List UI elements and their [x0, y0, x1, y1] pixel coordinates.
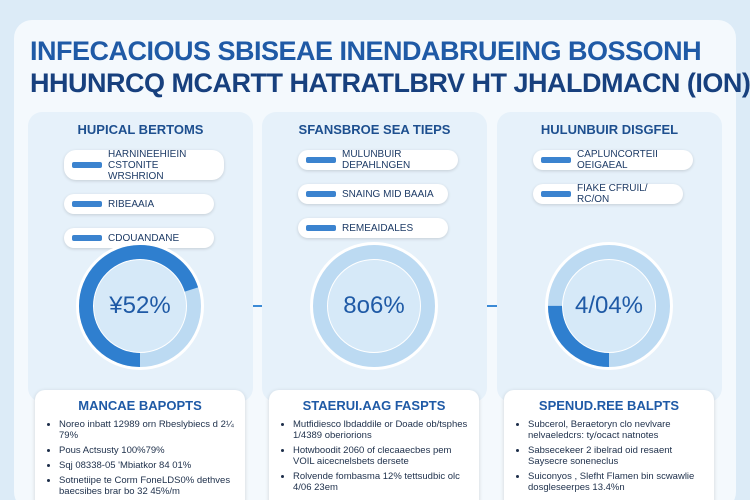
bullet-list: Mutfidiesco lbdaddile or Doade ob/tsphes…: [269, 419, 479, 493]
bullet: Sabsecekeer 2 ibelrad oid resaent Saysec…: [528, 445, 706, 467]
center-value: 4/04%: [574, 292, 644, 319]
center-value: 8o6%: [343, 292, 405, 319]
bullet: Mutfidiesco lbdaddile or Doade ob/tsphes…: [293, 419, 471, 441]
title: HHUNRCQ MCARTT HATRATLBRV HT JHALDMACN (…: [30, 68, 750, 98]
pill-text: HARNINEEHIEIN CSTONITE WRSHRION: [108, 148, 187, 182]
pill-bar: [72, 201, 102, 207]
pill-bar: [72, 235, 102, 241]
bullet: Sotnetiipe te Corm FoneLDS0% dethves bae…: [59, 475, 237, 497]
pill-bar: [306, 191, 336, 197]
pill-text: CDOUANDANE: [108, 232, 180, 244]
ring: [548, 245, 670, 367]
info-pill: CAPLUNCORTEII OEIGAEAL: [533, 149, 693, 171]
card-title: MANCAE BAPOPTS: [78, 398, 202, 413]
pill-text: RIBEAAIA: [108, 198, 155, 210]
facts-card: MANCAE BAPOPTS Noreo inbatt 12989 orn Rbe…: [35, 390, 245, 500]
pill-text: REMEAIDALES: [342, 222, 414, 234]
ring: [563, 260, 655, 352]
card-title: STAERUI.AAG FASPTS: [302, 398, 446, 413]
donut: [545, 242, 673, 370]
bullet-list: Noreo inbatt 12989 orn Rbeslybiecs d 2¼ …: [35, 419, 245, 497]
ring: [313, 245, 435, 367]
bullet: Suiconyos , Slefht Flamen bin scwawlie d…: [528, 471, 706, 493]
bullet: Rolvende fombasma 12% tettsudbic olc 4/0…: [293, 471, 471, 493]
pill-text: MULUNBUIR DEPAHLNGEN: [342, 149, 411, 171]
donut: [76, 242, 204, 370]
info-pill: CDOUANDANE: [64, 228, 214, 248]
info-pill: SNAING MID BAAIA: [298, 184, 448, 204]
pill-text: FIAKE CFRUIL/ RC/ON: [577, 183, 648, 205]
ring: [79, 245, 201, 367]
card-title: SPENUD.REE BALPTS: [538, 398, 680, 413]
info-pill: HARNINEEHIEIN CSTONITE WRSHRION: [64, 148, 224, 182]
info-pill: RIBEAAIA: [64, 194, 214, 214]
info-pill: MULUNBUIR DEPAHLNGEN: [298, 149, 458, 171]
pill-text: CAPLUNCORTEII OEIGAEAL: [577, 149, 658, 171]
ring: [94, 260, 186, 352]
pill-bar: [541, 157, 571, 163]
pill-bar: [306, 225, 336, 231]
ring: [328, 260, 420, 352]
bullet: Pous Actsusty 100%79%: [59, 445, 237, 456]
info-pill: REMEAIDALES: [298, 218, 448, 238]
bullet: Subcerol, Beraetoryn clo nevlvare nelvae…: [528, 419, 706, 441]
title: INFECACIOUS SBISEAE INENDABRUEING BOSSON…: [30, 36, 702, 66]
center-value: ¥52%: [109, 292, 171, 319]
column-heading: HUPICAL BERTOMS: [77, 122, 204, 137]
bullet: Hotwboodit 2060 of clecaaecbes pem VOIL …: [293, 445, 471, 467]
bullet-list: Subcerol, Beraetoryn clo nevlvare nelvae…: [504, 419, 714, 493]
bullet: Noreo inbatt 12989 orn Rbeslybiecs d 2¼ …: [59, 419, 237, 441]
info-pill: FIAKE CFRUIL/ RC/ON: [533, 183, 683, 205]
facts-card: STAERUI.AAG FASPTS Mutfidiesco lbdaddile …: [269, 390, 479, 500]
pill-bar: [306, 157, 336, 163]
pill-bar: [541, 191, 571, 197]
facts-card: SPENUD.REE BALPTS Subcerol, Beraetoryn cl…: [504, 390, 714, 500]
bullet: Sqj 08338-05 'Mbiatkor 84 01%: [59, 460, 237, 471]
column-heading: HULUNBUIR DISGFEL: [540, 122, 679, 137]
column-heading: SFANSBROE SEA TIEPS: [298, 122, 451, 137]
donut: [310, 242, 438, 370]
pill-bar: [72, 162, 102, 168]
pill-text: SNAING MID BAAIA: [342, 188, 434, 200]
